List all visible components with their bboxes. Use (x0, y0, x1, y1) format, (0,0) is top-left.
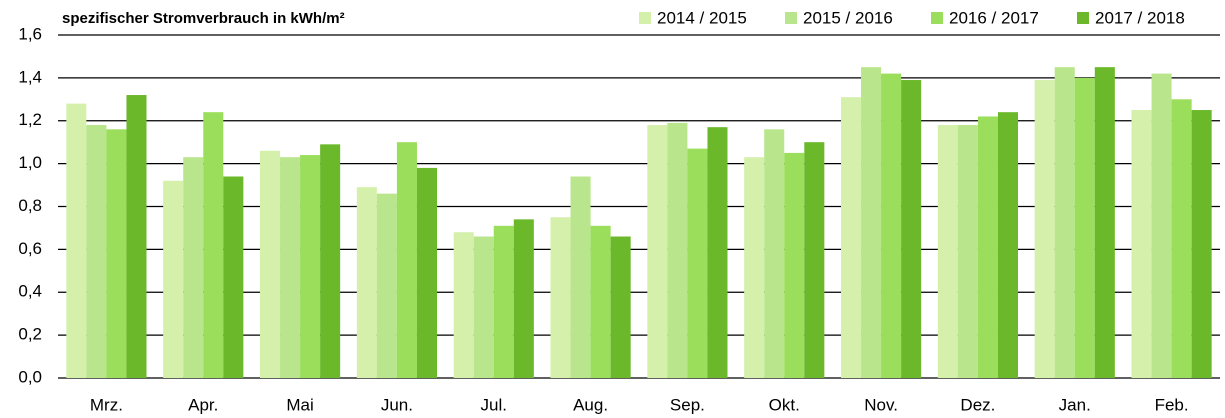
bar (183, 157, 204, 378)
bar (1151, 73, 1172, 379)
bar (1191, 110, 1212, 378)
bar (356, 187, 377, 378)
bar (881, 73, 902, 379)
bar (667, 122, 688, 378)
bar (784, 152, 805, 378)
bar (1054, 67, 1075, 378)
bar (707, 127, 728, 379)
bar (590, 225, 611, 378)
legend-label: 2014 / 2015 (657, 8, 747, 27)
bar (1094, 67, 1115, 378)
y-tick-label: 1,4 (18, 67, 42, 86)
bar (804, 142, 825, 378)
y-tick-label: 0,2 (18, 325, 42, 344)
bar (937, 125, 958, 378)
bar (1171, 99, 1192, 378)
y-tick-label: 0,4 (18, 282, 42, 301)
bar (376, 193, 397, 378)
bar (610, 236, 631, 378)
bar (861, 67, 882, 378)
y-tick-label: 0,0 (18, 367, 42, 386)
legend-label: 2015 / 2016 (803, 8, 893, 27)
x-tick-label: Feb. (1155, 395, 1189, 414)
x-tick-label: Aug. (573, 395, 608, 414)
legend-swatch (1077, 12, 1089, 24)
bar (493, 225, 514, 378)
bar (744, 157, 765, 378)
legend-label: 2017 / 2018 (1095, 8, 1185, 27)
x-tick-label: Sep. (670, 395, 705, 414)
bar (840, 97, 862, 378)
bar (223, 176, 244, 378)
bar (997, 112, 1019, 379)
bar (106, 129, 127, 378)
bar (300, 155, 321, 378)
legend-swatch (931, 12, 943, 24)
x-tick-label: Mai (286, 395, 313, 414)
y-tick-label: 0,6 (18, 239, 42, 258)
x-tick-label: Apr. (188, 395, 218, 414)
bar (126, 95, 147, 379)
bar (1034, 80, 1055, 379)
y-tick-label: 0,8 (18, 196, 42, 215)
bar (453, 232, 474, 378)
bar (1131, 110, 1152, 378)
bar (957, 125, 978, 378)
bar (280, 157, 301, 378)
bar (570, 176, 591, 378)
bar (86, 125, 107, 378)
x-tick-label: Dez. (960, 395, 995, 414)
y-tick-label: 1,0 (18, 153, 42, 172)
x-tick-label: Jul. (481, 395, 507, 414)
legend-swatch (785, 12, 797, 24)
x-tick-label: Okt. (769, 395, 800, 414)
bar (901, 80, 922, 379)
bar (647, 125, 668, 378)
bar (513, 219, 534, 378)
bar (473, 236, 494, 378)
bar (203, 112, 224, 379)
y-tick-label: 1,6 (18, 24, 42, 43)
x-tick-label: Jun. (381, 395, 413, 414)
x-tick-label: Jan. (1059, 395, 1091, 414)
bar (259, 150, 281, 378)
bar (550, 217, 571, 378)
x-tick-label: Nov. (864, 395, 898, 414)
bar (1074, 77, 1095, 378)
y-tick-label: 1,2 (18, 110, 42, 129)
chart-title: spezifischer Stromverbrauch in kWh/m² (62, 10, 345, 27)
bar (396, 142, 417, 378)
bar (977, 116, 998, 379)
bar (320, 144, 341, 378)
bar (163, 180, 184, 378)
x-tick-label: Mrz. (90, 395, 123, 414)
bar (687, 148, 708, 378)
bar (416, 167, 438, 378)
legend-swatch (639, 12, 651, 24)
bar (764, 129, 785, 378)
legend-label: 2016 / 2017 (949, 8, 1039, 27)
bar (66, 103, 87, 378)
